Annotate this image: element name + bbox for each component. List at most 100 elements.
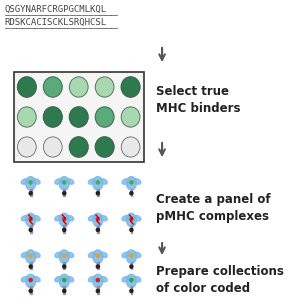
Bar	[97, 286, 99, 294]
Ellipse shape	[33, 216, 40, 221]
Circle shape	[96, 217, 99, 221]
Text: Prepare collections
of color coded: Prepare collections of color coded	[156, 265, 283, 295]
Circle shape	[130, 265, 133, 268]
Circle shape	[63, 181, 66, 184]
Bar	[97, 189, 99, 196]
Circle shape	[43, 107, 62, 127]
Circle shape	[121, 77, 140, 97]
Ellipse shape	[88, 252, 95, 257]
Circle shape	[130, 228, 133, 232]
Bar	[14, 72, 143, 162]
Ellipse shape	[59, 250, 69, 264]
Circle shape	[63, 278, 66, 282]
Ellipse shape	[122, 216, 129, 221]
Ellipse shape	[55, 252, 62, 257]
Ellipse shape	[26, 250, 36, 264]
Ellipse shape	[33, 179, 40, 184]
Bar	[130, 225, 132, 233]
Ellipse shape	[122, 179, 129, 184]
Ellipse shape	[26, 274, 36, 288]
Circle shape	[63, 228, 66, 232]
Circle shape	[29, 289, 32, 292]
Circle shape	[29, 217, 32, 221]
Ellipse shape	[55, 216, 62, 221]
Circle shape	[29, 181, 32, 184]
Circle shape	[18, 137, 36, 157]
Ellipse shape	[67, 252, 74, 257]
Ellipse shape	[59, 213, 69, 227]
Bar	[97, 225, 99, 233]
Text: Select true
MHC binders: Select true MHC binders	[156, 85, 240, 115]
Bar	[130, 262, 132, 269]
Ellipse shape	[93, 177, 103, 190]
Ellipse shape	[122, 277, 129, 282]
Bar	[97, 262, 99, 269]
Circle shape	[95, 107, 114, 127]
Circle shape	[130, 278, 133, 282]
Bar	[130, 189, 132, 196]
Circle shape	[130, 254, 133, 257]
Ellipse shape	[100, 216, 107, 221]
Circle shape	[130, 181, 133, 184]
Ellipse shape	[21, 252, 29, 257]
Ellipse shape	[33, 252, 40, 257]
Ellipse shape	[59, 177, 69, 190]
Bar	[64, 286, 65, 294]
Text: Create a panel of
pMHC complexes: Create a panel of pMHC complexes	[156, 193, 270, 223]
Ellipse shape	[93, 274, 103, 288]
Ellipse shape	[67, 216, 74, 221]
Ellipse shape	[100, 277, 107, 282]
Ellipse shape	[26, 213, 36, 227]
Bar	[130, 286, 132, 294]
Ellipse shape	[88, 179, 95, 184]
Circle shape	[43, 137, 62, 157]
Ellipse shape	[134, 216, 141, 221]
Ellipse shape	[93, 213, 103, 227]
Circle shape	[29, 228, 32, 232]
Ellipse shape	[126, 274, 136, 288]
Ellipse shape	[100, 252, 107, 257]
Text: QSGYNARFCRGPGCMLKQL: QSGYNARFCRGPGCMLKQL	[5, 5, 107, 14]
Bar	[64, 225, 65, 233]
Circle shape	[43, 77, 62, 97]
Circle shape	[95, 137, 114, 157]
Circle shape	[96, 181, 99, 184]
Circle shape	[96, 192, 99, 195]
Circle shape	[63, 265, 66, 268]
Ellipse shape	[21, 179, 29, 184]
Circle shape	[130, 289, 133, 292]
Ellipse shape	[134, 179, 141, 184]
Bar	[30, 262, 32, 269]
Circle shape	[29, 278, 32, 282]
Ellipse shape	[126, 250, 136, 264]
Circle shape	[63, 192, 66, 195]
Ellipse shape	[126, 213, 136, 227]
Circle shape	[29, 265, 32, 268]
Text: RDSKCACISCKLSRQHCSL: RDSKCACISCKLSRQHCSL	[5, 18, 107, 27]
Ellipse shape	[67, 277, 74, 282]
Circle shape	[63, 289, 66, 292]
Ellipse shape	[88, 277, 95, 282]
Ellipse shape	[26, 177, 36, 190]
Bar	[30, 286, 32, 294]
Circle shape	[29, 192, 32, 195]
Ellipse shape	[100, 179, 107, 184]
Ellipse shape	[134, 252, 141, 257]
Circle shape	[96, 265, 99, 268]
Circle shape	[69, 137, 88, 157]
Ellipse shape	[21, 216, 29, 221]
Ellipse shape	[93, 250, 103, 264]
Ellipse shape	[55, 277, 62, 282]
Circle shape	[69, 77, 88, 97]
Circle shape	[63, 217, 66, 221]
Bar	[30, 225, 32, 233]
Circle shape	[29, 254, 32, 257]
Circle shape	[95, 77, 114, 97]
Ellipse shape	[33, 277, 40, 282]
Circle shape	[130, 217, 133, 221]
Circle shape	[18, 107, 36, 127]
Bar	[64, 262, 65, 269]
Ellipse shape	[21, 277, 29, 282]
Bar	[64, 189, 65, 196]
Circle shape	[18, 77, 36, 97]
